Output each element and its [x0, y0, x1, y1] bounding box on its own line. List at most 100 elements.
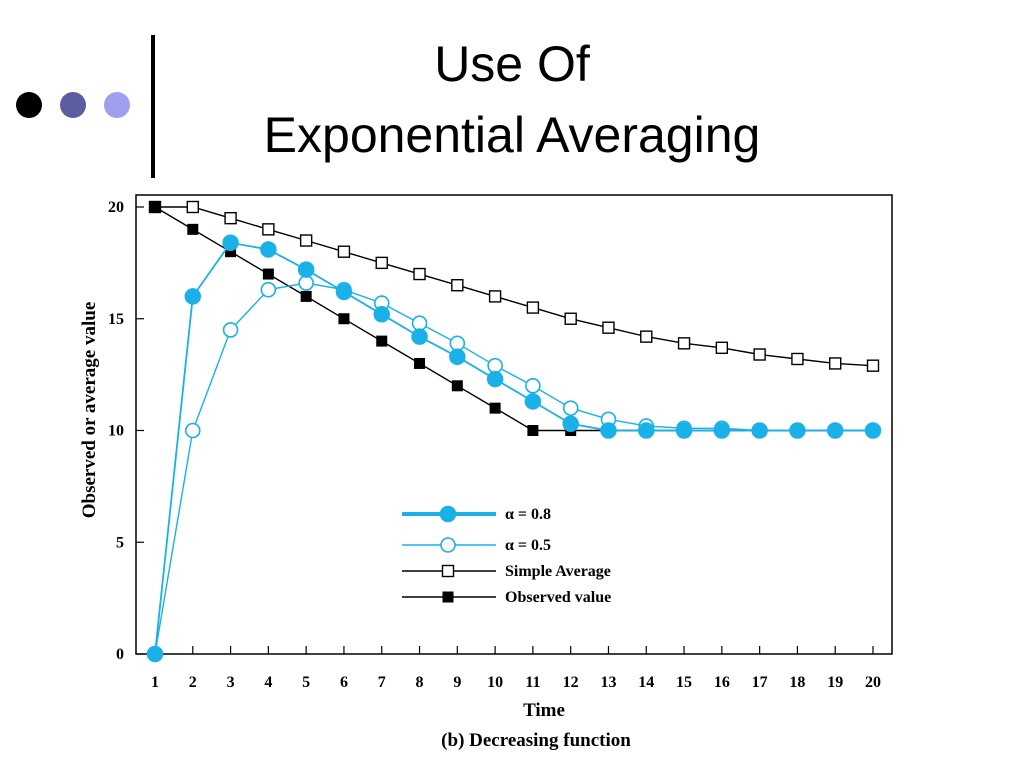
- data-point: [149, 201, 161, 213]
- data-point: [638, 422, 655, 439]
- title-divider: [151, 35, 155, 178]
- series-line: [154, 206, 873, 432]
- data-point: [376, 335, 388, 347]
- series-observed-value: [149, 201, 879, 436]
- data-point: [297, 261, 315, 278]
- data-point: [675, 422, 693, 439]
- data-point: [526, 301, 540, 314]
- data-point: [525, 377, 541, 394]
- series-line: [155, 206, 874, 367]
- legend-label: Simple Average: [505, 563, 611, 580]
- data-point: [184, 288, 202, 305]
- series-simple-average: [148, 200, 880, 372]
- data-point: [677, 337, 691, 350]
- data-point: [527, 425, 539, 436]
- legend-marker: [440, 537, 456, 553]
- x-tick-label: 7: [378, 674, 386, 691]
- data-point: [562, 415, 579, 433]
- data-point: [262, 223, 275, 236]
- y-tick-label: 15: [108, 311, 124, 328]
- slide-title-line-2: Exponential Averaging: [263, 107, 761, 163]
- x-tick-label: 9: [453, 674, 461, 691]
- data-point: [411, 328, 428, 345]
- x-tick-label: 2: [189, 674, 197, 691]
- chart-series: [146, 200, 882, 663]
- data-point: [224, 211, 237, 225]
- data-point: [564, 312, 577, 325]
- data-point: [413, 267, 426, 281]
- x-tick-label: 8: [416, 674, 424, 691]
- data-point: [262, 268, 274, 280]
- data-point: [411, 315, 428, 332]
- data-point: [222, 234, 239, 252]
- data-point: [864, 422, 882, 439]
- x-tick-label: 15: [676, 674, 692, 691]
- y-axis-label: Observed or average value: [79, 302, 100, 519]
- data-point: [640, 330, 653, 343]
- data-point: [335, 283, 353, 301]
- chart-legend: α = 0.8 α = 0.5 Simple Average Observed val…: [402, 505, 611, 606]
- x-tick-label: 5: [302, 674, 310, 691]
- data-point: [260, 281, 277, 298]
- purple-dot-icon: [60, 92, 86, 118]
- lavender-dot-icon: [104, 92, 130, 118]
- y-tick-label: 5: [116, 534, 124, 551]
- x-tick-label: 1: [151, 674, 159, 691]
- x-tick-label: 12: [563, 674, 579, 691]
- series--0-8: [146, 234, 882, 663]
- data-point: [486, 370, 504, 388]
- decorative-dots: [16, 92, 136, 122]
- x-tick-label: 11: [525, 674, 540, 691]
- x-tick-label: 6: [340, 674, 348, 691]
- data-point: [260, 241, 277, 258]
- data-point: [715, 341, 729, 355]
- data-point: [449, 348, 466, 365]
- data-point: [753, 348, 766, 361]
- y-tick-label: 20: [108, 199, 124, 216]
- y-tick-label: 0: [116, 646, 124, 663]
- legend-label: α = 0.5: [505, 537, 551, 554]
- data-point: [488, 290, 502, 303]
- legend-label: α = 0.8: [505, 506, 551, 523]
- data-point: [373, 306, 390, 323]
- y-tick-label: 10: [108, 423, 124, 440]
- black-dot-icon: [16, 92, 42, 118]
- data-point: [489, 402, 501, 414]
- data-point: [487, 357, 503, 374]
- x-tick-label: 17: [752, 674, 768, 691]
- data-point: [751, 422, 768, 439]
- data-point: [451, 380, 463, 392]
- data-point: [600, 422, 617, 439]
- data-point: [222, 322, 239, 338]
- data-point: [300, 290, 312, 302]
- data-point: [299, 234, 313, 247]
- x-tick-label: 14: [638, 674, 654, 691]
- x-tick-label: 19: [827, 674, 843, 691]
- data-point: [337, 245, 351, 258]
- data-point: [826, 422, 844, 439]
- data-point: [602, 321, 615, 334]
- data-point: [186, 200, 199, 214]
- slide-title-line-1: Use Of: [434, 36, 590, 92]
- data-point: [449, 335, 466, 352]
- data-point: [866, 359, 880, 372]
- x-tick-label: 20: [865, 674, 881, 691]
- x-tick-label: 18: [789, 674, 805, 691]
- data-point: [338, 313, 350, 325]
- data-point: [524, 393, 542, 410]
- legend-label: Observed value: [505, 589, 611, 606]
- x-tick-label: 16: [714, 674, 730, 691]
- x-tick-label: 3: [227, 674, 235, 691]
- data-point: [789, 422, 806, 439]
- chart-caption: (b) Decreasing function: [441, 730, 631, 751]
- legend-marker: [442, 591, 454, 603]
- data-point: [375, 256, 388, 270]
- x-tick-label: 13: [600, 674, 616, 691]
- legend-marker: [439, 505, 457, 523]
- data-point: [562, 400, 579, 416]
- series--0-5: [147, 275, 881, 662]
- x-axis-label: Time: [523, 700, 565, 721]
- data-point: [451, 279, 464, 292]
